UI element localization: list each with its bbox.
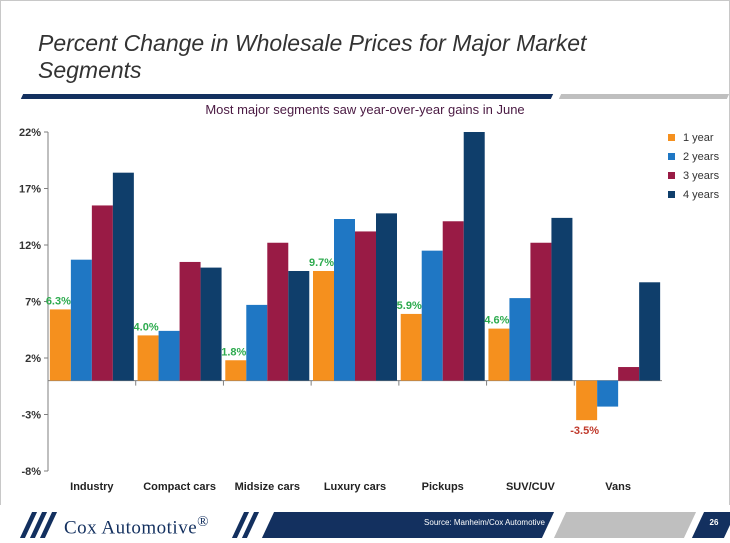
y-tick-label: 2%: [25, 353, 41, 365]
legend-label: 1 year: [683, 131, 714, 144]
data-label: 5.9%: [397, 300, 422, 312]
bar-3-years-compact-cars: [179, 261, 201, 381]
bar-1-year-luxury-cars: [313, 270, 334, 381]
bar-2-years-vans: [597, 380, 619, 407]
data-label: 9.7%: [309, 257, 334, 269]
legend-item: 2 years: [668, 147, 719, 166]
y-tick-label: -8%: [21, 466, 41, 478]
bar-1-year-industry: [49, 309, 71, 381]
legend-swatch: [668, 134, 675, 141]
bar-1-year-suv-cuv: [488, 328, 510, 381]
bar-2-years-pickups: [421, 250, 443, 381]
legend-item: 1 year: [668, 128, 719, 147]
title-rule-grey: [558, 94, 730, 99]
bar-3-years-suv-cuv: [530, 242, 552, 381]
y-tick-label: 22%: [19, 127, 41, 139]
bar-4-years-pickups: [463, 132, 485, 381]
data-label: 1.8%: [221, 346, 246, 358]
y-tick-label: -3%: [21, 410, 41, 422]
category-label: SUV/CUV: [506, 481, 556, 493]
data-label: 4.6%: [484, 315, 509, 327]
bar-4-years-suv-cuv: [551, 217, 573, 381]
legend-swatch: [668, 153, 675, 160]
data-label: 6.3%: [46, 295, 71, 307]
bar-4-years-industry: [112, 172, 134, 381]
chart-subtitle: Most major segments saw year-over-year g…: [205, 102, 525, 117]
page-number: 26: [709, 518, 719, 527]
category-label: Vans: [605, 481, 631, 493]
bar-1-year-pickups: [400, 313, 422, 381]
footer-grey-band: [553, 512, 697, 538]
bar-2-years-midsize-cars: [246, 304, 268, 381]
bar-4-years-midsize-cars: [288, 270, 310, 381]
legend-label: 4 years: [683, 188, 720, 201]
bar-1-year-compact-cars: [137, 335, 159, 381]
category-label: Midsize cars: [235, 481, 300, 493]
bar-3-years-pickups: [442, 221, 464, 381]
bar-4-years-compact-cars: [200, 267, 222, 381]
bar-3-years-industry: [91, 205, 113, 381]
chart-legend: 1 year 2 years 3 years 4 years: [668, 128, 719, 204]
bar-1-year-vans: [576, 380, 598, 421]
bar-2-years-suv-cuv: [509, 298, 531, 381]
bar-3-years-vans: [618, 367, 640, 381]
legend-label: 3 years: [683, 169, 720, 182]
category-label: Industry: [70, 481, 114, 493]
legend-label: 2 years: [683, 150, 720, 163]
legend-item: 3 years: [668, 166, 719, 185]
category-label: Pickups: [422, 481, 464, 493]
cox-automotive-logo: Cox Automotive®: [64, 514, 210, 539]
data-label: -3.5%: [570, 425, 599, 437]
bar-2-years-industry: [70, 259, 92, 381]
data-label: 4.0%: [134, 321, 159, 333]
bar-chart: 22% 17% 12% 7% 2% -3% -8% 6.3% Industry 4.0% Compa…: [19, 127, 662, 493]
category-label: Luxury cars: [324, 481, 386, 493]
bar-3-years-midsize-cars: [267, 242, 289, 381]
legend-swatch: [668, 191, 675, 198]
y-tick-label: 12%: [19, 240, 41, 252]
y-tick-label: 17%: [19, 184, 41, 196]
bar-1-year-midsize-cars: [225, 360, 247, 381]
y-tick-label: 7%: [25, 297, 41, 309]
category-label: Compact cars: [143, 481, 216, 493]
bar-2-years-luxury-cars: [334, 219, 355, 381]
title-rule-dark: [20, 94, 554, 99]
bar-4-years-vans: [639, 282, 661, 381]
source-note: Source: Manheim/Cox Automotive: [424, 518, 545, 527]
bar-3-years-luxury-cars: [355, 231, 376, 381]
bar-2-years-compact-cars: [158, 330, 180, 381]
legend-item: 4 years: [668, 185, 719, 204]
slide-title: Percent Change in Wholesale Prices for M…: [38, 30, 587, 83]
bar-4-years-luxury-cars: [376, 213, 397, 381]
legend-swatch: [668, 172, 675, 179]
